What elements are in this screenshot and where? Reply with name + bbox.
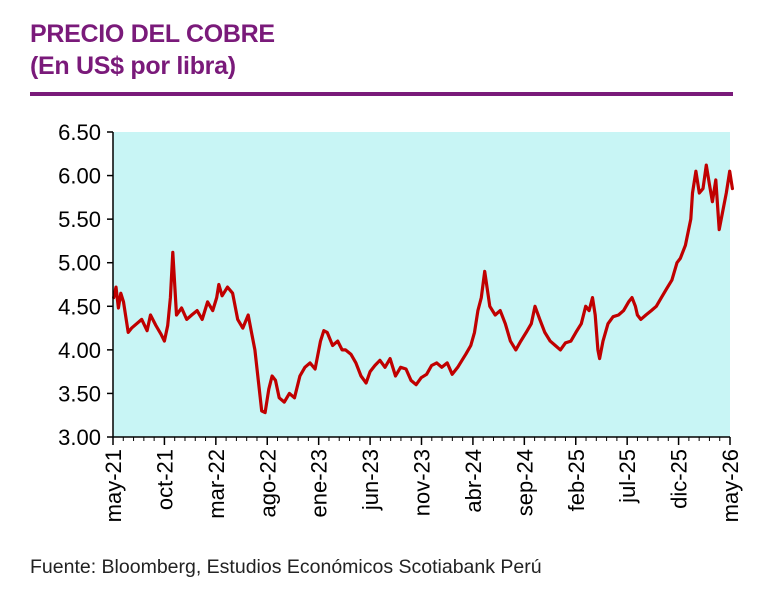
series-layer — [112, 163, 735, 415]
x-tick-label: jul-25 — [615, 449, 640, 504]
x-tick-label: nov-23 — [410, 449, 435, 516]
y-tick-label: 3.50 — [58, 381, 101, 406]
source-note: Fuente: Bloomberg, Estudios Económicos S… — [30, 556, 542, 578]
y-tick-label: 5.50 — [58, 207, 101, 232]
y-tick-label: 4.50 — [58, 294, 101, 319]
axis-layer: 3.00 3.50 4.00 4.50 5.00 5.50 6.00 6.50 may-21 oc… — [58, 120, 743, 522]
x-tick-label: oct-21 — [152, 449, 177, 510]
x-tick-label: may-21 — [101, 449, 126, 522]
y-tick-label: 4.00 — [58, 338, 101, 363]
series-line-0 — [112, 163, 735, 415]
x-tick-label: abr-24 — [461, 449, 486, 513]
y-tick-label: 5.00 — [58, 251, 101, 276]
x-tick-label: sep-24 — [512, 449, 537, 516]
title-divider — [30, 92, 733, 96]
x-tick-label: feb-25 — [564, 449, 589, 511]
copper-price-chart: 3.00 3.50 4.00 4.50 5.00 5.50 6.00 6.50 may-21 oc… — [58, 120, 743, 522]
chart-subtitle: (En US$ por libra) — [30, 52, 236, 80]
plot-area — [113, 132, 730, 437]
x-tick-label: ene-23 — [307, 449, 332, 518]
chart-title-block: PRECIO DEL COBRE (En US$ por libra) — [30, 18, 275, 82]
x-tick-label: may-26 — [718, 449, 743, 522]
y-tick-label: 6.00 — [58, 164, 101, 189]
y-tick-label: 6.50 — [58, 120, 101, 145]
x-tick-label: jun-23 — [358, 449, 383, 511]
x-tick-label: dic-25 — [667, 449, 692, 509]
y-tick-label: 3.00 — [58, 425, 101, 450]
x-tick-label: mar-22 — [204, 449, 229, 519]
x-tick-label: ago-22 — [255, 449, 280, 518]
chart-title: PRECIO DEL COBRE — [30, 20, 275, 48]
